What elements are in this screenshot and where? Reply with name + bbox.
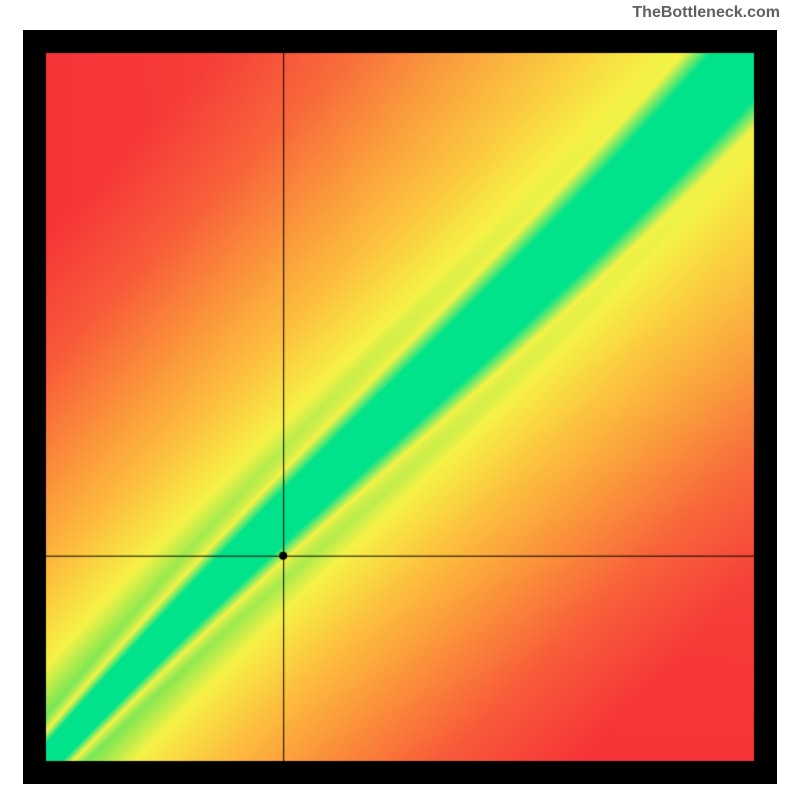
watermark-text: TheBottleneck.com: [632, 4, 780, 22]
bottleneck-heatmap: [23, 30, 777, 784]
heatmap-canvas: [23, 30, 777, 784]
